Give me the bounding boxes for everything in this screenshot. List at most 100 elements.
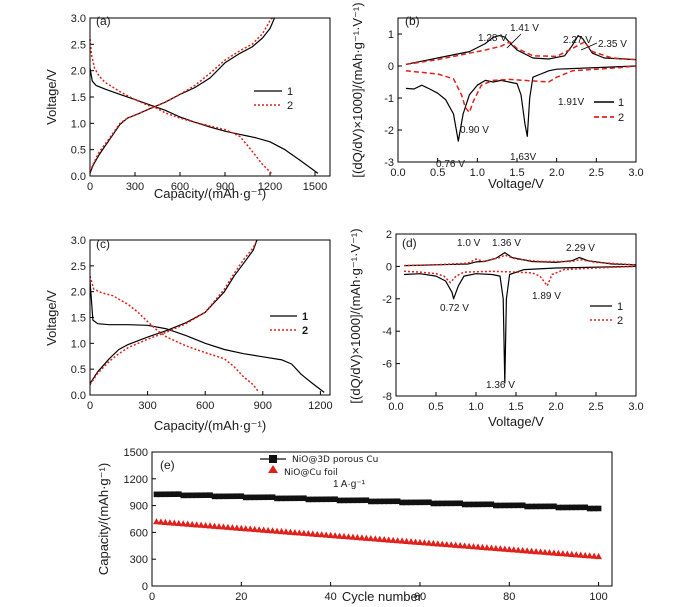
point-porous-cu-cycle-14 [211, 493, 218, 500]
point-cu-foil-cycle-32 [291, 528, 299, 536]
point-porous-cu-cycle-74 [479, 501, 486, 508]
point-cu-foil-cycle-42 [336, 532, 343, 539]
point-porous-cu-cycle-72 [470, 501, 477, 508]
ytick-label-d-4: 0 [386, 261, 392, 273]
point-cu-foil-cycle-58 [407, 538, 415, 545]
ytick-label-b-1: -2 [384, 125, 394, 137]
point-porous-cu-cycle-37 [314, 496, 321, 503]
point-porous-cu-cycle-50 [372, 498, 379, 505]
series-d-1-curve-1 [403, 252, 637, 267]
point-porous-cu-cycle-53 [385, 498, 392, 505]
point-porous-cu-cycle-68 [452, 500, 459, 507]
panel-b: (b) -3 -2 -1 0 1 0.0 0.5 1.0 1.5 2.0 2.5 3.0 Volta… [350, 2, 644, 191]
point-porous-cu-cycle-66 [443, 500, 450, 507]
point-porous-cu-cycle-34 [301, 495, 307, 502]
point-porous-cu-cycle-82 [515, 502, 522, 509]
panel-c-xticks: 0 300 600 900 1200 [87, 391, 333, 412]
panel-a-xlabel: Capacity/(mAh·g⁻¹) [154, 186, 266, 201]
ytick-label-c-3: 1.5 [71, 313, 86, 325]
point-cu-foil-cycle-95 [572, 551, 580, 558]
point-cu-foil-cycle-12 [202, 521, 209, 529]
point-cu-foil-cycle-24 [255, 526, 263, 533]
panel-b-label: (b) [405, 14, 420, 28]
ann-b-2: 1.41 V [510, 23, 539, 34]
panel-d-label: (d) [402, 236, 417, 250]
ytick-label-e-4: 1200 [124, 474, 148, 486]
legend-e-2-marker [268, 465, 278, 473]
panel-e-xlabel: Cycle number [342, 589, 423, 604]
point-porous-cu-cycle-90 [551, 503, 557, 510]
ann-d-4: 0.72 V [440, 303, 469, 314]
xtick-label-b-3: 1.5 [509, 167, 524, 179]
point-porous-cu-cycle-54 [390, 498, 396, 505]
point-cu-foil-cycle-99 [590, 552, 598, 559]
point-porous-cu-cycle-62 [426, 499, 432, 506]
point-porous-cu-cycle-4 [167, 491, 173, 498]
ytick-label-c-1: 0.5 [71, 364, 86, 376]
point-cu-foil-cycle-35 [304, 530, 312, 537]
point-cu-foil-cycle-61 [421, 539, 428, 546]
ann-b-8: 1.63V [510, 152, 536, 163]
point-porous-cu-cycle-93 [564, 504, 571, 511]
xtick-label-a-2: 600 [171, 181, 189, 193]
xtick-label-e-4: 80 [503, 591, 515, 603]
point-porous-cu-cycle-60 [417, 499, 423, 506]
point-porous-cu-cycle-61 [421, 499, 428, 506]
panel-a-legend: 1 2 [254, 86, 293, 112]
legend-c-1-label: 1 [302, 311, 308, 323]
ytick-label-a-1: 0.5 [71, 145, 86, 157]
ytick-label-a-6: 3.0 [71, 13, 86, 25]
panel-a-label: (a) [96, 14, 111, 28]
legend-a-2-label: 2 [287, 100, 293, 112]
point-porous-cu-cycle-23 [251, 494, 258, 501]
xtick-label-b-5: 2.5 [589, 167, 604, 179]
point-cu-foil-cycle-5 [170, 519, 178, 526]
point-porous-cu-cycle-3 [162, 491, 169, 498]
point-cu-foil-cycle-75 [483, 544, 491, 551]
point-porous-cu-cycle-1 [153, 491, 160, 498]
point-porous-cu-cycle-84 [524, 503, 530, 510]
ytick-label-a-0: 0.0 [71, 171, 86, 183]
xtick-label-e-2: 40 [325, 591, 337, 603]
point-porous-cu-cycle-89 [546, 503, 553, 510]
panel-c-plot [89, 239, 325, 393]
ytick-label-b-4: 1 [388, 29, 394, 41]
point-porous-cu-cycle-81 [510, 502, 517, 509]
panel-c-yticks: 0.0 0.5 1.0 1.5 2.0 2.5 3.0 [71, 235, 94, 402]
point-porous-cu-cycle-30 [283, 495, 289, 502]
point-cu-foil-cycle-52 [380, 536, 388, 543]
point-cu-foil-cycle-76 [488, 544, 495, 551]
point-cu-foil-cycle-26 [264, 526, 272, 534]
panel-e: (e) 0 300 600 900 1200 1500 0 20 40 60 80 100 Cycl… [96, 447, 613, 604]
ytick-label-d-1: -6 [382, 359, 392, 371]
point-cu-foil-cycle-54 [389, 536, 397, 543]
point-cu-foil-cycle-85 [528, 547, 536, 554]
ann-b-1: 1.28 V [478, 33, 507, 44]
series-c-2-curve-0 [89, 275, 260, 393]
point-cu-foil-cycle-57 [403, 537, 410, 544]
point-cu-foil-cycle-6 [175, 519, 183, 527]
ann-b-5: 1.91V [558, 97, 584, 108]
point-cu-foil-cycle-91 [555, 549, 562, 556]
panel-d-legend: 1 2 [590, 301, 623, 327]
point-porous-cu-cycle-17 [225, 493, 231, 500]
series-c-1-curve-0 [89, 281, 325, 393]
point-cu-foil-cycle-30 [282, 528, 290, 535]
xtick-label-d-3: 1.5 [508, 401, 523, 413]
point-porous-cu-cycle-43 [341, 497, 347, 504]
panel-d-xticks: 0.0 0.5 1.0 1.5 2.0 2.5 3.0 [388, 392, 644, 413]
panel-d: (d) -8 -6 -4 -2 0 2 0.0 0.5 1.0 1.5 2.0 2.5 3.0 Vol… [348, 228, 644, 429]
point-porous-cu-cycle-99 [591, 505, 597, 512]
point-porous-cu-cycle-91 [555, 504, 562, 511]
point-porous-cu-cycle-73 [475, 501, 481, 508]
point-cu-foil-cycle-81 [510, 546, 518, 553]
point-porous-cu-cycle-52 [381, 498, 388, 505]
panel-b-xlabel: Voltage/V [488, 176, 544, 191]
point-cu-foil-cycle-31 [287, 528, 294, 535]
xtick-label-c-2: 600 [196, 400, 214, 412]
point-porous-cu-cycle-45 [350, 497, 356, 504]
xtick-label-a-4: 1200 [258, 181, 282, 193]
series-b-2-curve-1 [405, 41, 637, 66]
point-porous-cu-cycle-5 [171, 491, 178, 498]
